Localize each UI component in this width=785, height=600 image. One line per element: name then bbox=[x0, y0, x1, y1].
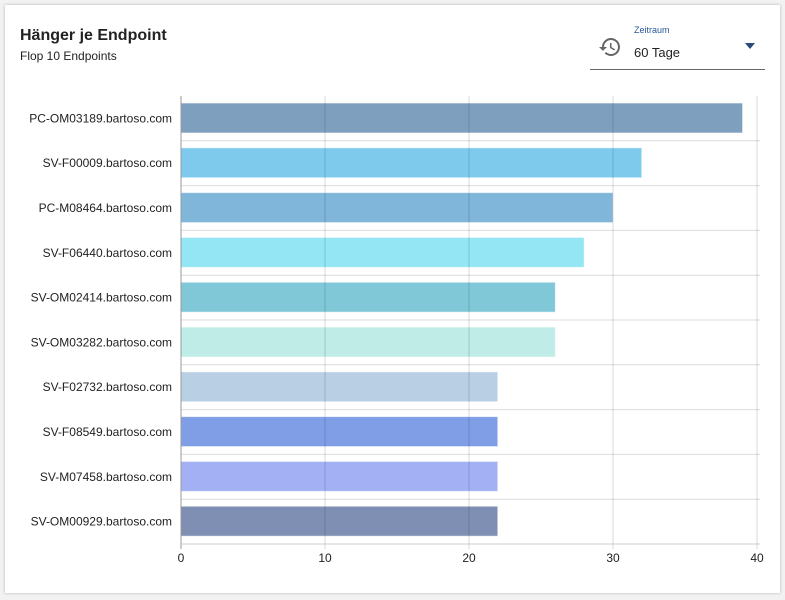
chart-title: Hänger je Endpoint bbox=[20, 27, 167, 44]
y-category-label: SV-OM00929.bartoso.com bbox=[31, 515, 172, 529]
y-category-label: SV-M07458.bartoso.com bbox=[40, 470, 172, 484]
x-tick-label: 10 bbox=[318, 551, 332, 565]
y-category-label: SV-F00009.bartoso.com bbox=[43, 156, 172, 170]
x-tick-label: 0 bbox=[178, 551, 185, 565]
x-tick-label: 30 bbox=[606, 551, 620, 565]
timerange-select[interactable]: Zeitraum 60 Tage bbox=[590, 21, 765, 70]
chevron-down-icon[interactable] bbox=[745, 43, 755, 49]
y-category-label: SV-OM03282.bartoso.com bbox=[31, 335, 172, 349]
y-category-label: SV-F02732.bartoso.com bbox=[43, 380, 172, 394]
history-icon bbox=[599, 38, 620, 56]
y-category-label: SV-OM02414.bartoso.com bbox=[31, 291, 172, 305]
bar bbox=[180, 460, 499, 492]
y-category-label: SV-F06440.bartoso.com bbox=[43, 246, 172, 260]
x-tick-label: 20 bbox=[462, 551, 476, 565]
bar bbox=[180, 102, 744, 134]
y-category-label: PC-OM03189.bartoso.com bbox=[29, 111, 172, 125]
bar bbox=[180, 416, 499, 448]
bar bbox=[180, 281, 556, 313]
bar bbox=[180, 192, 614, 224]
y-category-label: SV-F08549.bartoso.com bbox=[43, 425, 172, 439]
bar bbox=[180, 505, 499, 537]
timerange-label: Zeitraum bbox=[634, 25, 670, 35]
bar bbox=[180, 236, 585, 268]
y-category-label: PC-M08464.bartoso.com bbox=[39, 201, 172, 215]
bar bbox=[180, 326, 556, 358]
x-tick-label: 40 bbox=[750, 551, 764, 565]
bar bbox=[180, 147, 643, 179]
chart-subtitle: Flop 10 Endpoints bbox=[20, 49, 117, 63]
bar bbox=[180, 371, 499, 403]
timerange-value: 60 Tage bbox=[634, 45, 681, 60]
